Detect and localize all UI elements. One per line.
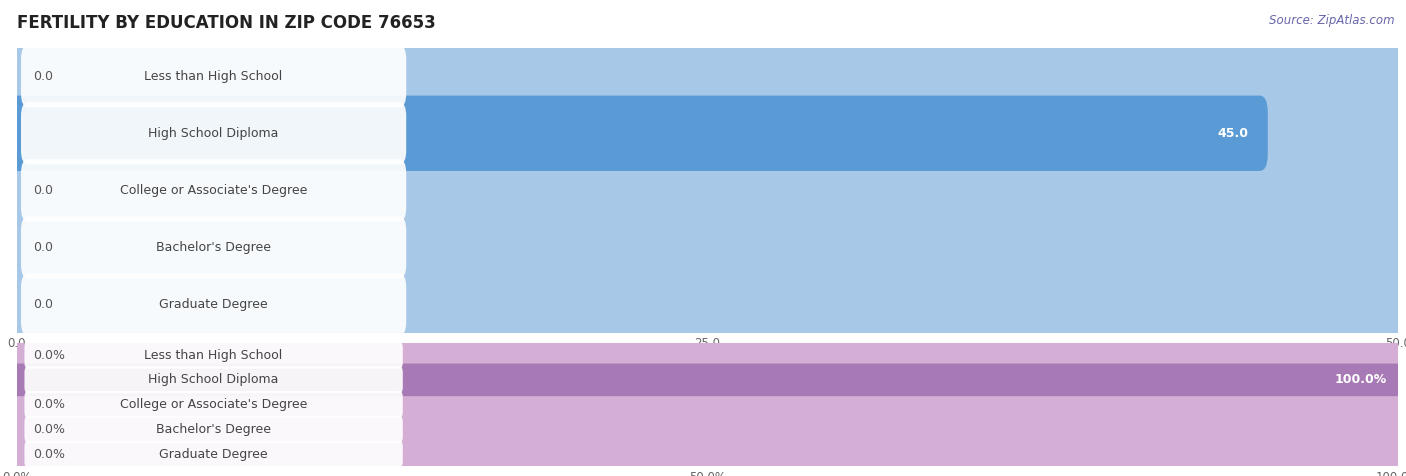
Bar bbox=[17, 276, 1398, 333]
Text: College or Associate's Degree: College or Associate's Degree bbox=[120, 398, 308, 411]
FancyBboxPatch shape bbox=[24, 391, 402, 418]
Bar bbox=[17, 343, 1398, 367]
Bar bbox=[17, 417, 1398, 442]
FancyBboxPatch shape bbox=[24, 367, 402, 393]
FancyBboxPatch shape bbox=[13, 413, 1402, 446]
Text: High School Diploma: High School Diploma bbox=[149, 373, 278, 387]
Bar bbox=[17, 219, 1398, 276]
Text: Bachelor's Degree: Bachelor's Degree bbox=[156, 241, 271, 254]
FancyBboxPatch shape bbox=[8, 39, 1406, 114]
FancyBboxPatch shape bbox=[8, 96, 1268, 171]
FancyBboxPatch shape bbox=[13, 339, 1402, 371]
FancyBboxPatch shape bbox=[13, 364, 1402, 396]
Bar bbox=[17, 48, 1398, 105]
Text: 45.0: 45.0 bbox=[1218, 127, 1249, 140]
Text: 0.0%: 0.0% bbox=[34, 423, 66, 436]
Text: 0.0%: 0.0% bbox=[34, 447, 66, 461]
FancyBboxPatch shape bbox=[21, 102, 406, 164]
FancyBboxPatch shape bbox=[24, 441, 402, 467]
Text: Graduate Degree: Graduate Degree bbox=[159, 298, 269, 311]
FancyBboxPatch shape bbox=[8, 267, 1406, 342]
FancyBboxPatch shape bbox=[24, 416, 402, 443]
Bar bbox=[17, 105, 1398, 162]
Bar bbox=[17, 367, 1398, 392]
Text: 100.0%: 100.0% bbox=[1334, 373, 1386, 387]
FancyBboxPatch shape bbox=[24, 342, 402, 368]
Text: 0.0: 0.0 bbox=[34, 298, 53, 311]
Text: High School Diploma: High School Diploma bbox=[149, 127, 278, 140]
Text: Less than High School: Less than High School bbox=[145, 69, 283, 83]
Text: 0.0%: 0.0% bbox=[34, 398, 66, 411]
FancyBboxPatch shape bbox=[13, 364, 1402, 396]
Text: College or Associate's Degree: College or Associate's Degree bbox=[120, 184, 308, 197]
Bar bbox=[17, 442, 1398, 466]
Text: 0.0: 0.0 bbox=[34, 184, 53, 197]
FancyBboxPatch shape bbox=[21, 217, 406, 278]
FancyBboxPatch shape bbox=[13, 388, 1402, 421]
FancyBboxPatch shape bbox=[8, 153, 1406, 228]
FancyBboxPatch shape bbox=[8, 96, 1406, 171]
Text: 0.0%: 0.0% bbox=[34, 348, 66, 362]
Text: 0.0: 0.0 bbox=[34, 69, 53, 83]
Text: Bachelor's Degree: Bachelor's Degree bbox=[156, 423, 271, 436]
Bar bbox=[17, 392, 1398, 417]
Text: Graduate Degree: Graduate Degree bbox=[159, 447, 269, 461]
FancyBboxPatch shape bbox=[13, 438, 1402, 470]
Text: 0.0: 0.0 bbox=[34, 241, 53, 254]
FancyBboxPatch shape bbox=[21, 159, 406, 221]
FancyBboxPatch shape bbox=[21, 45, 406, 107]
FancyBboxPatch shape bbox=[21, 274, 406, 336]
Text: Source: ZipAtlas.com: Source: ZipAtlas.com bbox=[1270, 14, 1395, 27]
FancyBboxPatch shape bbox=[8, 210, 1406, 285]
Text: FERTILITY BY EDUCATION IN ZIP CODE 76653: FERTILITY BY EDUCATION IN ZIP CODE 76653 bbox=[17, 14, 436, 32]
Text: Less than High School: Less than High School bbox=[145, 348, 283, 362]
Bar bbox=[17, 162, 1398, 219]
